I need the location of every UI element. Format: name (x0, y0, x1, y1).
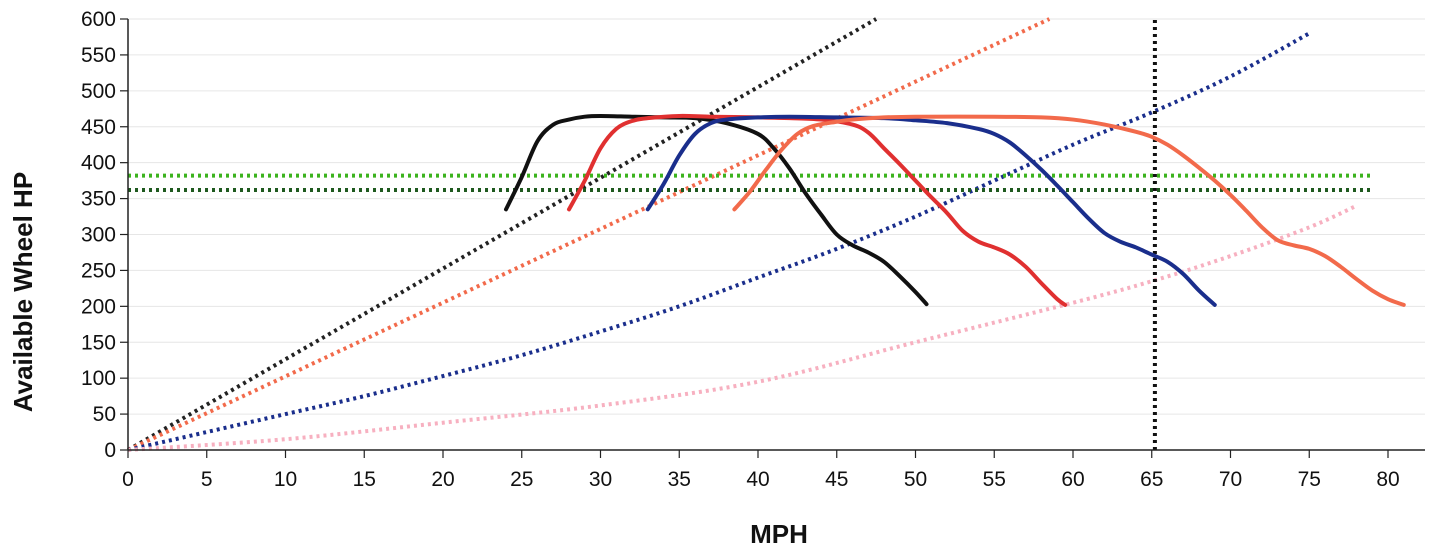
x-tick-label: 40 (746, 468, 769, 491)
x-tick-label: 15 (353, 468, 376, 491)
x-tick-label: 50 (904, 468, 927, 491)
y-tick-label: 50 (93, 403, 116, 426)
dotted-line-5 (127, 17, 1051, 452)
x-tick-label: 55 (983, 468, 1006, 491)
tick-labels: 0 50 100 150 200 250 300 350 400 450 500 550 600 0 5 10… (81, 8, 1400, 491)
y-tick-label: 450 (81, 116, 116, 139)
x-tick-label: 0 (122, 468, 134, 491)
x-tick-label: 35 (668, 468, 691, 491)
y-tick-label: 550 (81, 44, 116, 67)
y-tick-label: 400 (81, 152, 116, 175)
x-tick-label: 75 (1298, 468, 1321, 491)
power-curve-2 (645, 114, 1217, 307)
y-tick-label: 150 (81, 331, 116, 354)
x-axis-title: MPH (750, 519, 808, 549)
x-tick-label: 45 (825, 468, 848, 491)
x-tick-label: 10 (274, 468, 297, 491)
power-curve-0 (504, 113, 929, 307)
x-tick-label: 20 (431, 468, 454, 491)
x-tick-label: 65 (1140, 468, 1163, 491)
y-tick-label: 600 (81, 8, 116, 31)
power-curve-3 (732, 114, 1406, 307)
dotted-line-6 (127, 31, 1311, 452)
y-tick-label: 250 (81, 259, 116, 282)
y-tick-label: 200 (81, 295, 116, 318)
x-tick-label: 25 (510, 468, 533, 491)
gridlines (128, 18, 1425, 415)
y-tick-label: 100 (81, 367, 116, 390)
power-curve-1 (567, 113, 1068, 307)
y-tick-label: 500 (81, 80, 116, 103)
x-tick-label: 30 (589, 468, 612, 491)
x-tick-label: 60 (1061, 468, 1084, 491)
series-layer (127, 17, 1406, 452)
x-tick-label: 70 (1219, 468, 1242, 491)
x-tick-label: 5 (201, 468, 213, 491)
y-tick-label: 300 (81, 224, 116, 247)
y-tick-label: 0 (104, 439, 116, 462)
y-tick-label: 350 (81, 188, 116, 211)
x-tick-label: 80 (1376, 468, 1399, 491)
y-axis-title: Available Wheel HP (8, 172, 38, 412)
dotted-line-7 (127, 203, 1358, 452)
